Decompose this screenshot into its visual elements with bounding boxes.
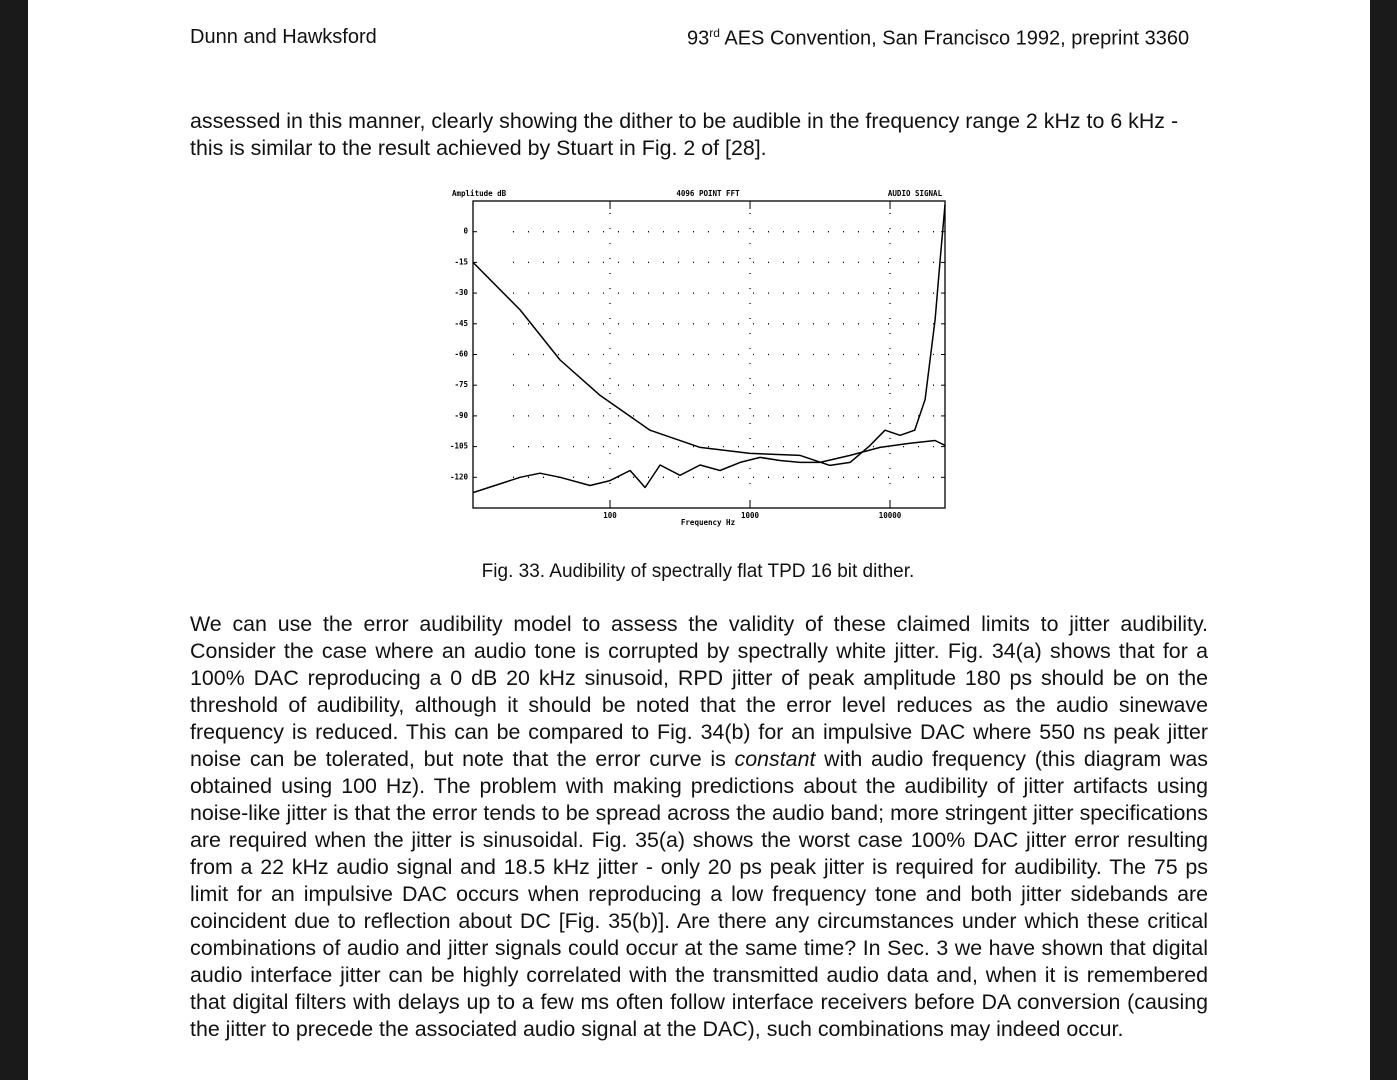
annotation: AUDIO SIGNAL <box>888 189 943 198</box>
text: We can use the error audibility model to… <box>190 612 1208 771</box>
emphasis: constant <box>734 747 816 771</box>
y-tick-label: -15 <box>454 257 468 266</box>
x-tick-label: 100 <box>603 511 617 520</box>
y-axis-label: Amplitude dB <box>452 189 507 198</box>
text: with audio frequency (this diagram was o… <box>190 747 1208 1041</box>
plot-frame <box>472 200 946 509</box>
y-tick-label: -60 <box>454 350 468 359</box>
figure-caption: Fig. 33. Audibility of spectrally flat T… <box>481 561 915 582</box>
line <box>472 439 946 494</box>
paragraph: We can use the error audibility model to… <box>190 611 1208 1043</box>
header-text: AES Convention, San Francisco 1992, prep… <box>724 27 1190 50</box>
header-sup: rd <box>709 26 720 40</box>
y-tick-label: -75 <box>454 380 468 389</box>
header-number: 93 <box>687 27 710 50</box>
header-author: Dunn and Hawksford <box>190 26 377 48</box>
header-conference: 93rd AES Convention, San Francisco 1992,… <box>687 26 1189 51</box>
chart: Amplitude dB 4096 POINT FFT AUDIO SIGNAL Fr… <box>450 189 946 527</box>
y-tick-label: -105 <box>450 442 468 451</box>
paragraph: assessed in this manner, clearly showing… <box>190 109 1179 160</box>
x-axis-label: Frequency Hz <box>681 518 735 527</box>
y-tick-label: 0 <box>463 227 468 236</box>
chart-title: 4096 POINT FFT <box>676 189 740 198</box>
y-tick-label: -90 <box>454 411 468 420</box>
page: Dunn and Hawksford 93rd AES Convention, … <box>28 0 1370 1080</box>
x-tick-label: 10000 <box>879 511 902 520</box>
y-tick-label: -30 <box>454 288 468 297</box>
y-tick-label: -45 <box>454 319 468 328</box>
x-tick-label: 1000 <box>741 511 760 520</box>
line <box>472 204 946 467</box>
y-tick-label: -120 <box>450 472 469 481</box>
